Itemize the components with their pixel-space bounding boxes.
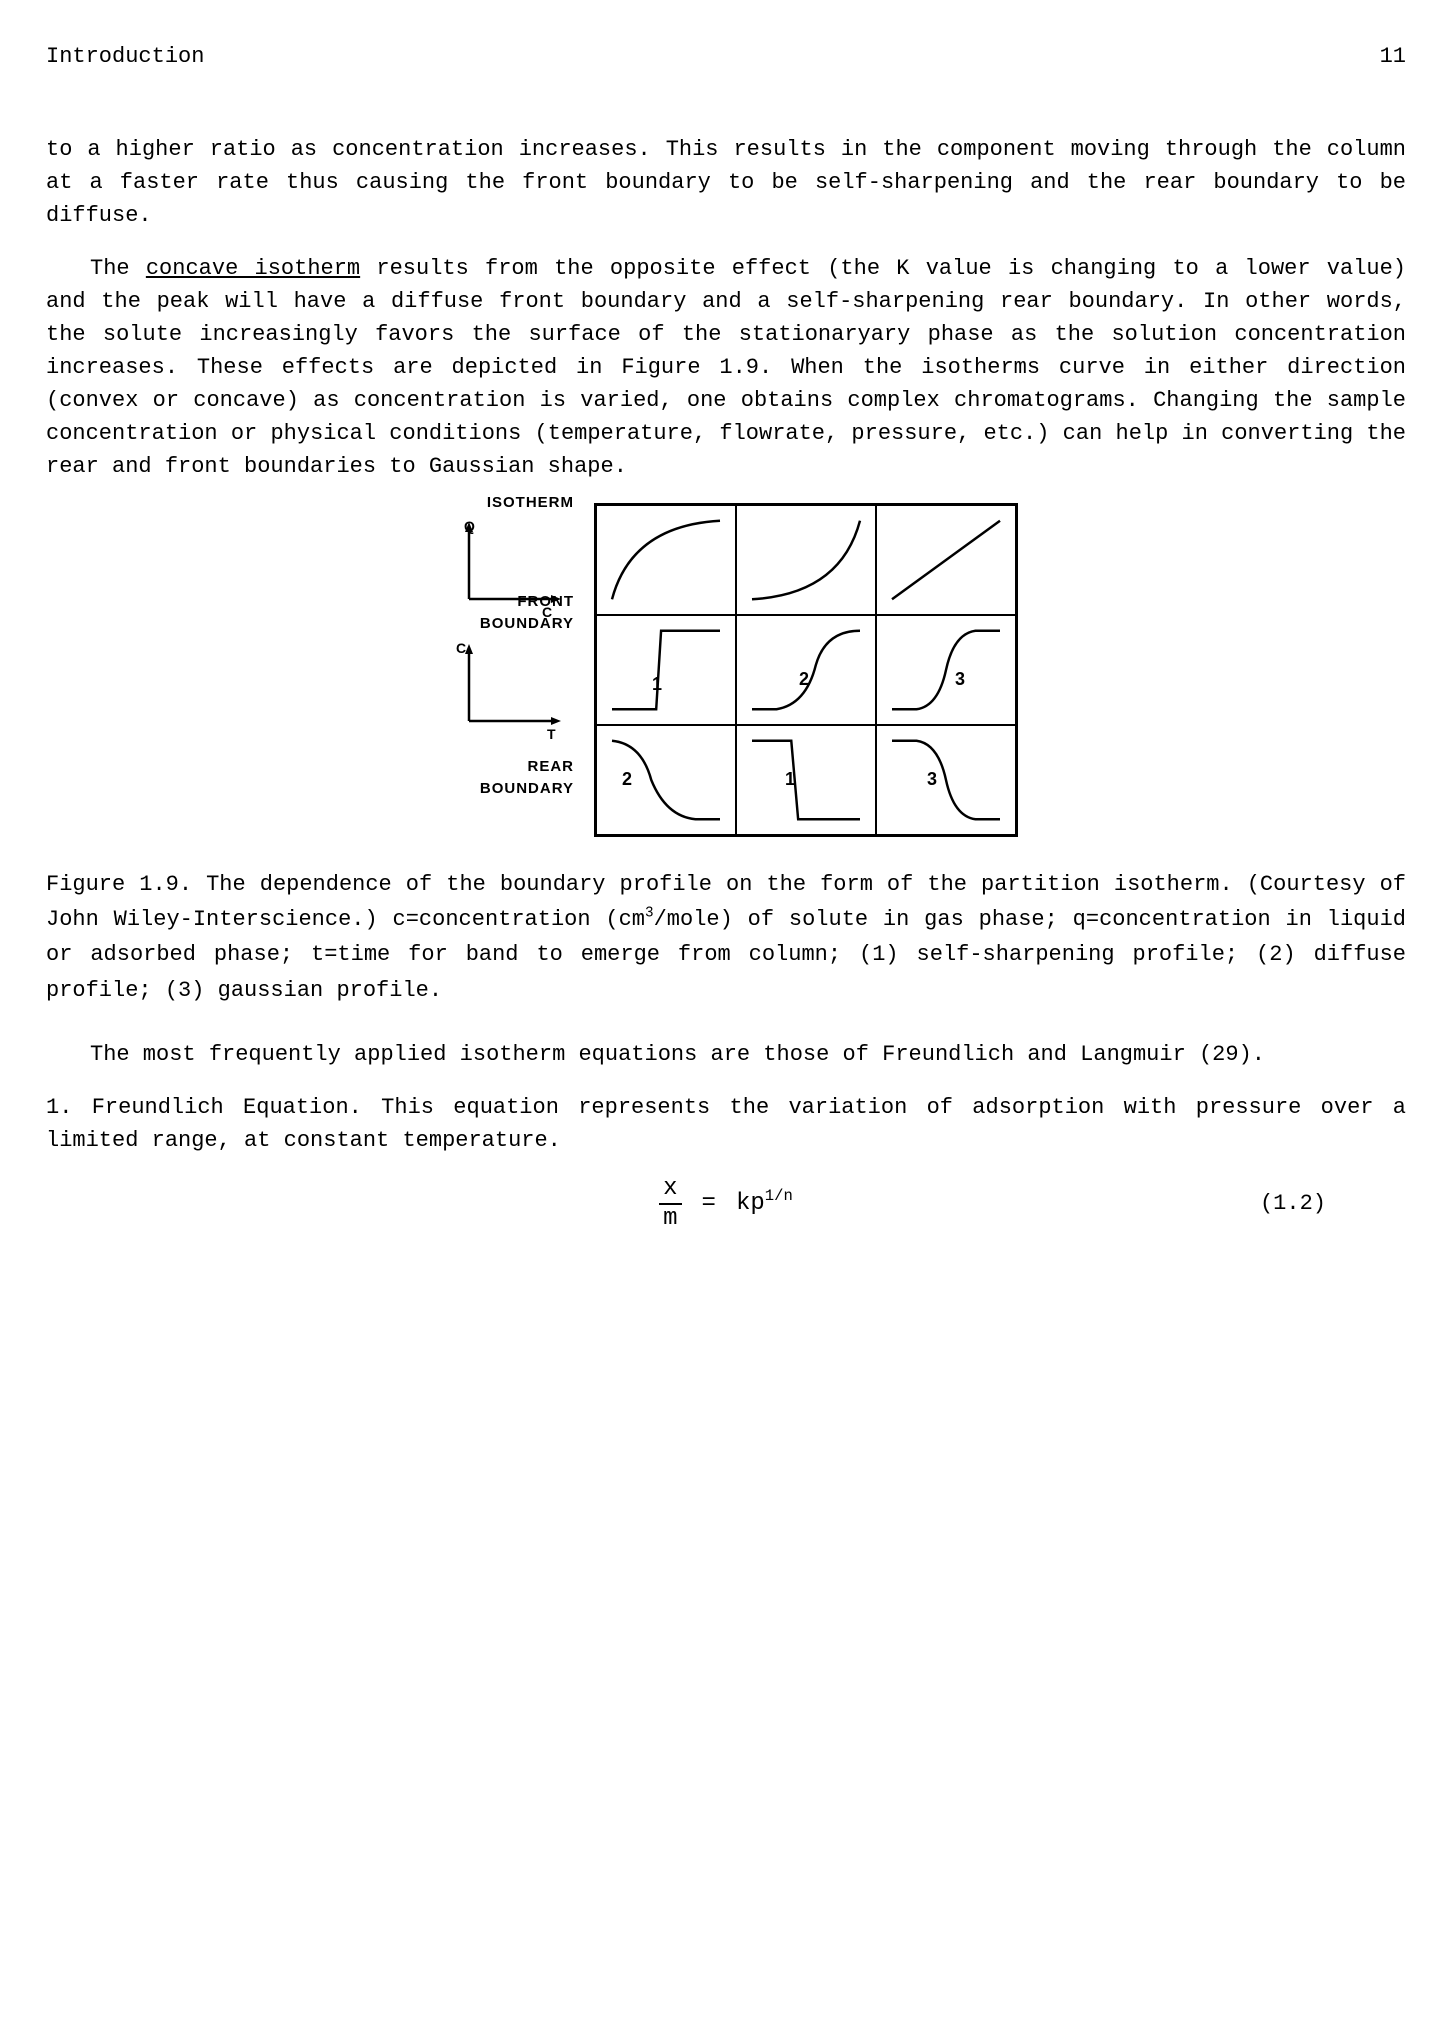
axis-t-label: T (547, 724, 557, 745)
equation-number: (1.2) (1260, 1187, 1326, 1220)
front-boundary-2: 2 (736, 615, 876, 725)
figure-1-9: ISOTHERM Q C FRONT BOUNDARY C (46, 503, 1406, 837)
rear-boundary-2: 2 (596, 725, 736, 835)
figure-caption: Figure 1.9. The dependence of the bounda… (46, 867, 1406, 1008)
header-left: Introduction (46, 40, 204, 73)
rear-boundary-1: 1 (736, 725, 876, 835)
isotherm-concave (736, 505, 876, 615)
paragraph-2: The concave isotherm results from the op… (46, 252, 1406, 483)
eq-numerator: x (659, 1177, 681, 1205)
axis-c2-label: C (456, 638, 467, 659)
axis-c-label: C (542, 602, 553, 623)
eq-equals: = (702, 1186, 716, 1222)
axis-q-label: Q (464, 516, 476, 537)
diagram-grid: 1 2 3 2 (594, 503, 1018, 837)
isotherm-convex (596, 505, 736, 615)
paragraph-1: to a higher ratio as concentration incre… (46, 133, 1406, 232)
isotherm-linear (876, 505, 1016, 615)
para2-pre: The (90, 256, 146, 281)
eq-rhs-base: kp (736, 1190, 765, 1217)
row-label-isotherm: ISOTHERM Q C (434, 503, 574, 613)
rear-boundary-3: 3 (876, 725, 1016, 835)
para2-underlined: concave isotherm (146, 256, 360, 281)
paragraph-3: The most frequently applied isotherm equ… (46, 1038, 1406, 1071)
equation-1-2: x m = kp1/n (1.2) (46, 1177, 1406, 1231)
row-label-front: FRONT BOUNDARY C T (434, 613, 574, 723)
page-number: 11 (1380, 40, 1406, 73)
paragraph-4: 1. Freundlich Equation. This equation re… (46, 1091, 1406, 1157)
para2-post: results from the opposite effect (the K … (46, 256, 1406, 479)
front-boundary-3: 3 (876, 615, 1016, 725)
eq-denominator: m (663, 1205, 677, 1231)
front-boundary-1: 1 (596, 615, 736, 725)
eq-rhs-exp: 1/n (765, 1187, 793, 1205)
